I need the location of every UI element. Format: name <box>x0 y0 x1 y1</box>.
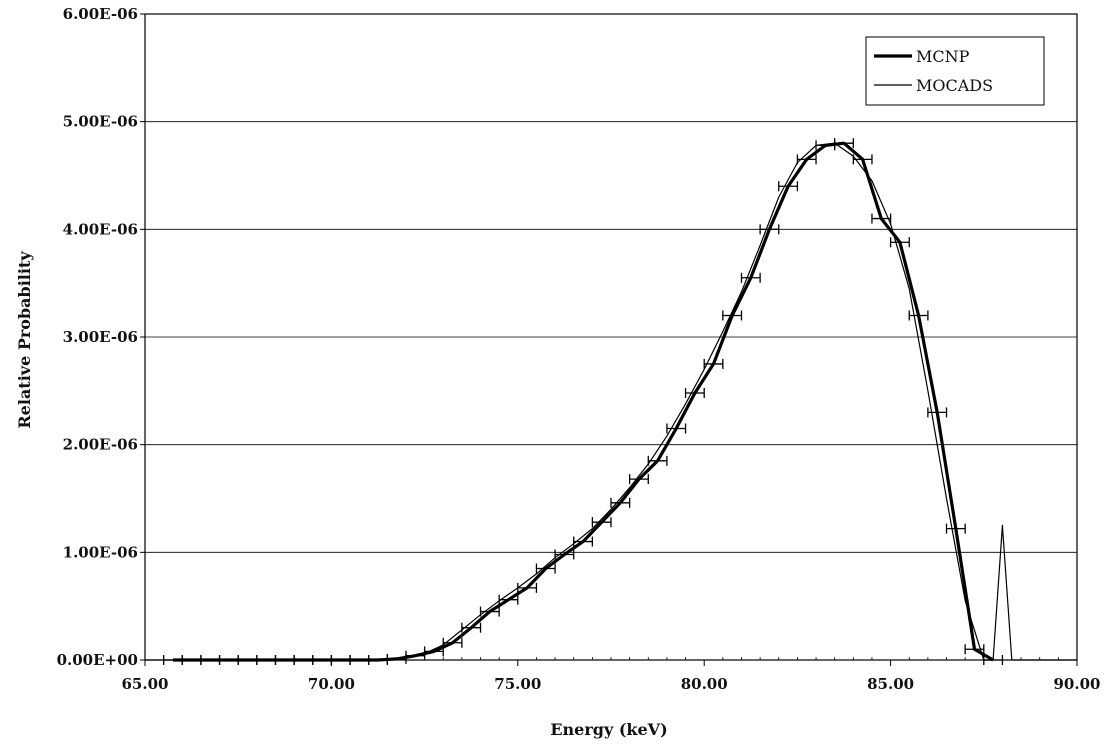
x-tick-label: 65.00 <box>122 675 169 693</box>
y-tick-label: 6.00E-06 <box>63 5 138 23</box>
x-tick-label: 90.00 <box>1054 675 1101 693</box>
series-layer <box>145 138 1077 665</box>
legend-label-mcnp: MCNP <box>916 47 970 66</box>
legend-label-mocads: MOCADS <box>916 76 993 95</box>
y-tick-label: 0.00E+00 <box>57 651 138 669</box>
x-axis: 65.00 70.00 75.00 80.00 85.00 90.00 <box>122 657 1101 693</box>
x-tick-label: 70.00 <box>308 675 355 693</box>
series-line-mocads <box>145 142 1077 661</box>
legend: MCNP MOCADS <box>865 36 1045 106</box>
y-tick-label: 2.00E-06 <box>63 436 138 454</box>
y-tick-label: 3.00E-06 <box>63 328 138 346</box>
grid-lines <box>145 121 1077 553</box>
y-tick-label: 4.00E-06 <box>63 220 138 238</box>
x-tick-label: 75.00 <box>494 675 541 693</box>
series-mcnp <box>162 138 1004 665</box>
y-tick-label: 1.00E-06 <box>63 543 138 561</box>
x-axis-title: Energy (keV) <box>550 720 667 739</box>
legend-box <box>865 36 1045 106</box>
y-tick-label: 5.00E-06 <box>63 113 138 131</box>
y-axis: 0.00E+00 1.00E-06 2.00E-06 3.00E-06 4.00E-06… <box>57 5 145 669</box>
series-line-mcnp <box>173 141 994 662</box>
x-tick-label: 85.00 <box>867 675 914 693</box>
y-axis-title: Relative Probability <box>15 251 34 429</box>
x-tick-label: 80.00 <box>681 675 728 693</box>
series-mocads <box>145 142 1077 661</box>
